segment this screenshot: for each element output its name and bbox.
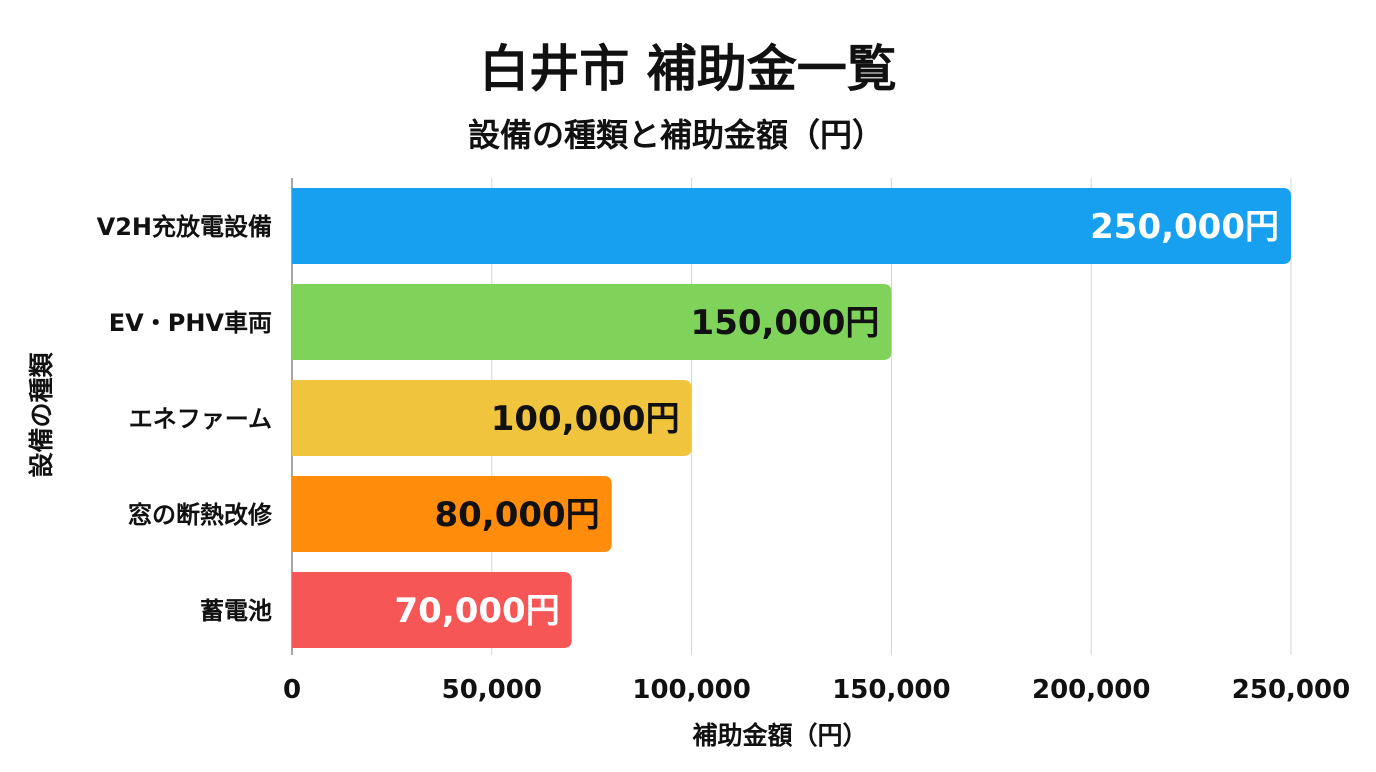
x-tick-label: 200,000	[1032, 675, 1150, 705]
data-label: 150,000円	[691, 303, 880, 343]
x-axis-label: 補助金額（円）	[691, 721, 867, 750]
y-axis-label: 設備の種類	[27, 352, 56, 478]
data-label: 250,000円	[1090, 207, 1279, 247]
chart-subtitle: 設備の種類と補助金額（円）	[468, 116, 884, 154]
bar	[292, 284, 892, 360]
y-tick-label: 蓄電池	[200, 597, 272, 625]
x-tick-labels: 0 50,000 100,000 150,000 200,000 250,000	[283, 675, 1350, 705]
data-label: 100,000円	[491, 399, 680, 439]
x-tick-label: 0	[283, 675, 301, 705]
x-tick-label: 150,000	[832, 675, 950, 705]
x-tick-label: 50,000	[442, 675, 542, 705]
bar	[292, 380, 692, 456]
y-tick-label: V2H充放電設備	[97, 213, 272, 241]
bar	[292, 476, 612, 552]
chart-title: 白井市 補助金一覧	[479, 40, 896, 98]
y-tick-label: EV・PHV車両	[109, 309, 272, 337]
bar	[292, 188, 1291, 264]
x-tick-label: 100,000	[632, 675, 750, 705]
y-tick-label: 窓の断熱改修	[128, 501, 273, 529]
data-label: 70,000円	[395, 591, 560, 631]
x-tick-label: 250,000	[1232, 675, 1350, 705]
y-tick-label: エネファーム	[129, 405, 272, 433]
data-label: 80,000円	[434, 495, 599, 535]
bar	[292, 572, 572, 648]
bars: 250,000円 150,000円 100,000円 80,000円 70,000円	[292, 188, 1291, 648]
